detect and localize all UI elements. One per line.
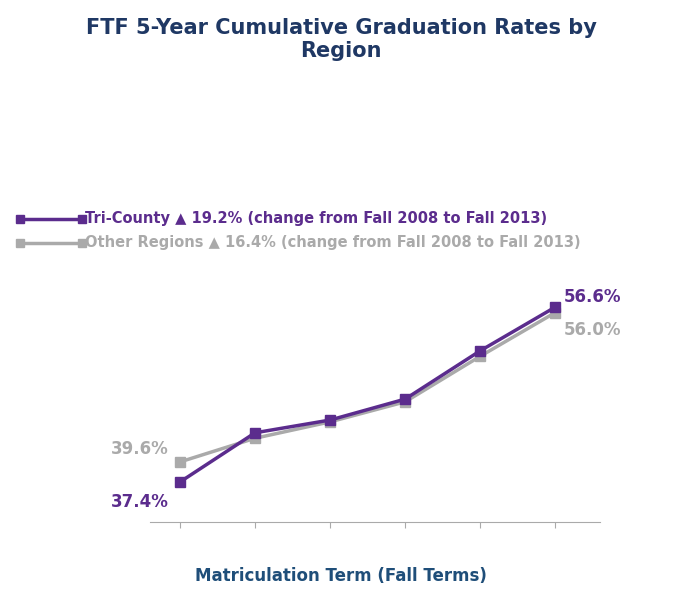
Text: 37.4%: 37.4%: [111, 493, 169, 511]
Text: 56.6%: 56.6%: [563, 287, 621, 305]
Text: Other Regions ▲ 16.4% (change from Fall 2008 to Fall 2013): Other Regions ▲ 16.4% (change from Fall …: [85, 235, 581, 251]
Text: 39.6%: 39.6%: [111, 440, 169, 458]
Text: Tri-County ▲ 19.2% (change from Fall 2008 to Fall 2013): Tri-County ▲ 19.2% (change from Fall 200…: [85, 211, 548, 226]
Text: Matriculation Term (Fall Terms): Matriculation Term (Fall Terms): [195, 567, 487, 585]
Text: FTF 5-Year Cumulative Graduation Rates by
Region: FTF 5-Year Cumulative Graduation Rates b…: [85, 18, 597, 61]
Text: 56.0%: 56.0%: [563, 321, 621, 339]
